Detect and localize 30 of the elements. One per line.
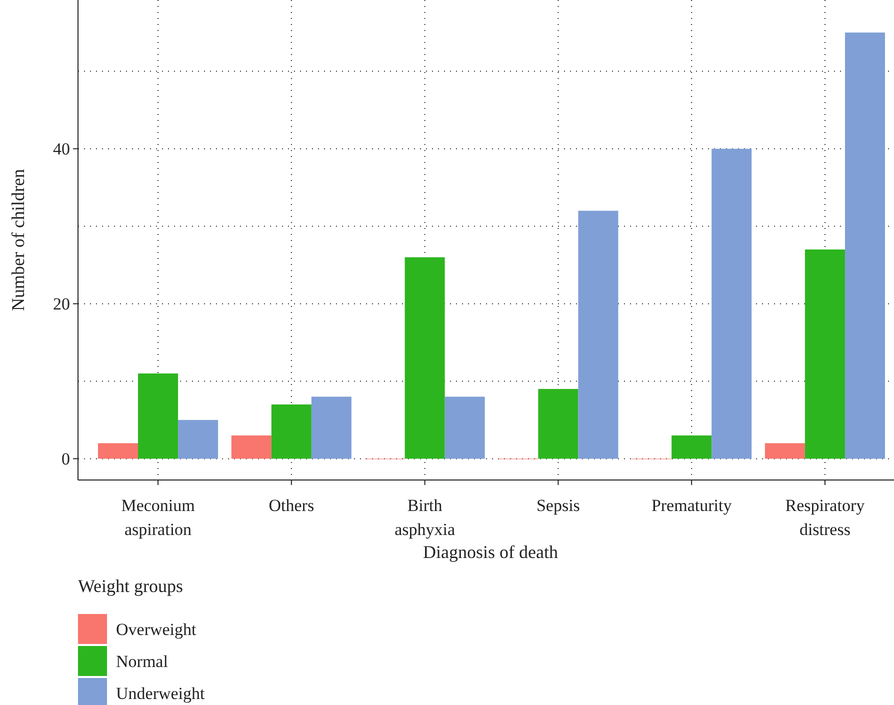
- x-tick-label: Birth asphyxia: [394, 496, 456, 539]
- bar: [712, 148, 752, 459]
- bar: [538, 388, 578, 459]
- y-tick-label: 40: [53, 140, 70, 159]
- x-tick-label: Prematurity: [651, 496, 732, 515]
- bar: [271, 404, 312, 459]
- bar: [178, 420, 218, 459]
- bar: [444, 396, 485, 459]
- y-tick-label: 0: [62, 450, 70, 469]
- legend-label: Overweight: [116, 620, 197, 639]
- legend-label: Normal: [116, 652, 168, 671]
- bar: [578, 210, 618, 459]
- y-axis-title: Number of children: [8, 169, 28, 311]
- bar: [138, 373, 178, 459]
- bar: [231, 435, 272, 459]
- bar: [672, 435, 712, 459]
- x-tick-label: Others: [268, 496, 314, 515]
- x-axis-title: Diagnosis of death: [423, 542, 558, 562]
- bar: [311, 396, 352, 459]
- x-tick-label: Meconium aspiration: [121, 496, 195, 539]
- y-tick-label: 20: [53, 294, 70, 314]
- bar: [98, 443, 138, 459]
- bar: [844, 32, 885, 459]
- legend-title: Weight groups: [78, 576, 184, 596]
- bar: [804, 249, 845, 459]
- x-tick-label: Respiratory distress: [785, 496, 866, 539]
- bar: [404, 257, 445, 459]
- x-tick-label: Sepsis: [536, 496, 580, 515]
- bar: [764, 443, 805, 459]
- legend-label: Underweight: [116, 684, 206, 703]
